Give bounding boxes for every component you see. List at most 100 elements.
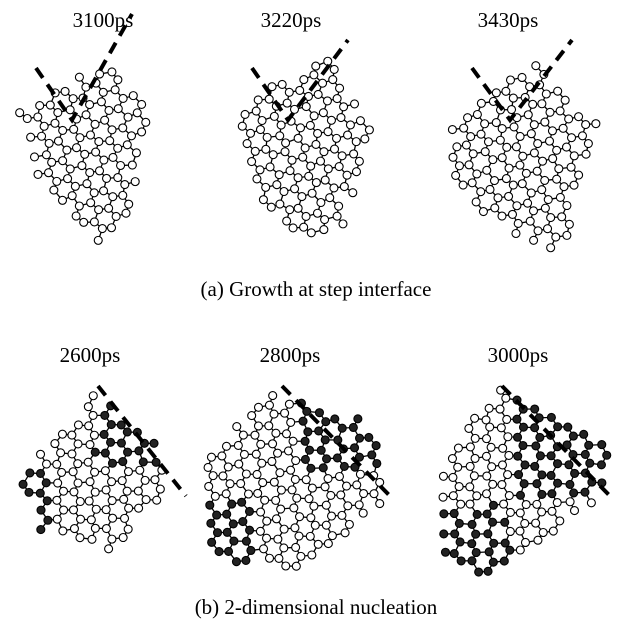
atom bbox=[498, 212, 506, 220]
atom bbox=[338, 424, 346, 432]
atom bbox=[453, 143, 461, 151]
atom bbox=[508, 106, 516, 114]
atom bbox=[294, 204, 302, 212]
atom bbox=[266, 163, 274, 171]
atom bbox=[294, 174, 302, 182]
atom bbox=[286, 167, 294, 175]
atom bbox=[270, 478, 278, 486]
atom bbox=[119, 458, 127, 466]
atom bbox=[323, 97, 331, 105]
atom bbox=[76, 534, 84, 542]
atom bbox=[280, 544, 288, 552]
atom bbox=[349, 189, 357, 197]
atom bbox=[283, 217, 291, 225]
atom bbox=[547, 452, 555, 460]
atom bbox=[42, 479, 50, 487]
atom bbox=[263, 133, 271, 141]
atom bbox=[215, 548, 223, 556]
atom bbox=[346, 121, 354, 129]
atom bbox=[256, 527, 264, 535]
atom bbox=[448, 126, 456, 134]
atom bbox=[559, 124, 567, 132]
atom bbox=[456, 538, 464, 546]
atom bbox=[489, 501, 497, 509]
atom bbox=[95, 206, 103, 214]
atom bbox=[117, 161, 125, 169]
atom bbox=[498, 125, 506, 133]
atom bbox=[135, 447, 143, 455]
atom bbox=[455, 162, 463, 170]
atom bbox=[513, 415, 521, 423]
atom bbox=[462, 141, 470, 149]
atom bbox=[222, 490, 230, 498]
atom bbox=[484, 530, 492, 538]
atom bbox=[314, 129, 322, 137]
atom bbox=[102, 525, 110, 533]
atom bbox=[308, 551, 316, 559]
atom bbox=[285, 88, 293, 96]
atom bbox=[107, 438, 115, 446]
atom bbox=[112, 212, 120, 220]
atom bbox=[351, 444, 359, 452]
atom bbox=[542, 90, 550, 98]
atom bbox=[489, 518, 497, 526]
atom bbox=[78, 162, 86, 170]
atom bbox=[575, 113, 583, 121]
atom bbox=[324, 165, 332, 173]
atom bbox=[100, 187, 108, 195]
atom bbox=[68, 192, 76, 200]
atom bbox=[472, 198, 480, 206]
atom bbox=[536, 452, 544, 460]
atom bbox=[129, 92, 137, 100]
atom bbox=[352, 168, 360, 176]
atom bbox=[448, 455, 456, 463]
atom bbox=[43, 460, 51, 468]
atom bbox=[72, 212, 80, 220]
atom bbox=[274, 535, 282, 543]
atom bbox=[467, 133, 475, 141]
atom bbox=[473, 492, 481, 500]
atom bbox=[42, 151, 50, 159]
atom bbox=[291, 185, 299, 193]
atom bbox=[482, 452, 490, 460]
atom bbox=[114, 174, 122, 182]
atom bbox=[276, 469, 284, 477]
atom bbox=[570, 181, 578, 189]
atom bbox=[310, 112, 318, 120]
atom bbox=[109, 153, 117, 161]
atom bbox=[305, 495, 313, 503]
atom bbox=[321, 216, 329, 224]
atom bbox=[531, 405, 539, 413]
atom bbox=[343, 482, 351, 490]
atom bbox=[477, 188, 485, 196]
atom bbox=[324, 540, 332, 548]
atom bbox=[142, 118, 150, 126]
atom bbox=[238, 498, 246, 506]
atom bbox=[134, 487, 142, 495]
atom bbox=[538, 471, 546, 479]
atom bbox=[333, 454, 341, 462]
atom bbox=[259, 479, 267, 487]
atom bbox=[324, 475, 332, 483]
atom bbox=[337, 114, 345, 122]
atom bbox=[283, 99, 291, 107]
atom bbox=[302, 476, 310, 484]
atom bbox=[455, 519, 463, 527]
atom bbox=[77, 515, 85, 523]
atom bbox=[223, 528, 231, 536]
atom bbox=[73, 144, 81, 152]
atom bbox=[252, 107, 260, 115]
atom bbox=[27, 133, 35, 141]
atom bbox=[95, 138, 103, 146]
atom bbox=[108, 459, 116, 467]
atom bbox=[534, 536, 542, 544]
atom bbox=[549, 527, 557, 535]
atom bbox=[561, 96, 569, 104]
atom bbox=[469, 150, 477, 158]
atom bbox=[569, 432, 577, 440]
atom bbox=[481, 120, 489, 128]
atom bbox=[277, 121, 285, 129]
atom bbox=[554, 423, 562, 431]
atom bbox=[483, 490, 491, 498]
atom bbox=[122, 209, 130, 217]
